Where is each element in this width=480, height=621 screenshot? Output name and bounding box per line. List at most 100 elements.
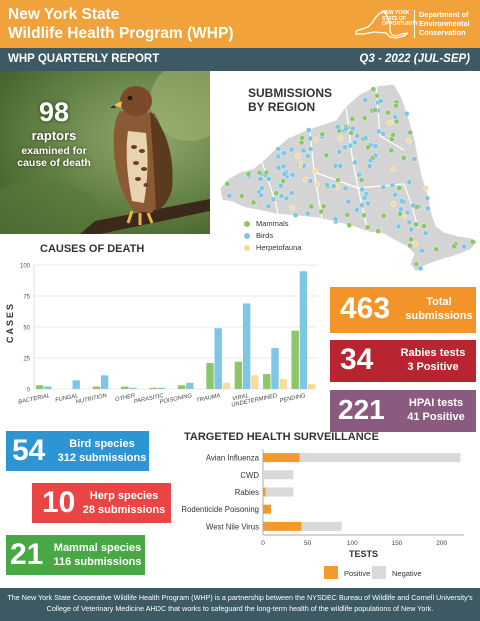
cod-x-tick-label: OTHER [115,393,137,403]
report-period: Q3 - 2022 (JUL-SEP) [359,53,470,65]
submission-dot [406,219,412,225]
cod-y-tick-label: 75 [23,295,30,301]
surveillance-bars [262,449,464,536]
submission-dot [404,209,411,216]
total-submissions-number: 463 [340,292,391,325]
submission-dot [433,246,440,253]
surveillance-bar-positive [263,521,302,531]
footer-text: The New York State Cooperative Wildlife … [6,592,474,614]
submission-dot [302,176,309,183]
submission-dot [295,153,301,159]
cod-bar-mammals-other [121,386,129,389]
submission-dot [407,242,413,249]
submission-dot [398,206,404,213]
submission-dot [422,230,429,236]
submission-dot [277,182,284,189]
hpai-tests-number: 221 [338,394,385,425]
submission-dot [349,115,356,122]
submission-dot [408,226,414,233]
rabies-tests-number: 34 [340,343,374,376]
submission-dot [257,176,264,182]
cod-x-tick-label: TRAUMA [196,393,221,404]
causes-of-death-title: CAUSES OF DEATH [40,243,145,255]
herpetofauna-swatch [244,245,250,251]
map-legend: Mammals Birds Herpetofauna [244,218,301,254]
total-submissions-box: 463 Total submissions [330,287,476,333]
submission-dot [256,169,263,176]
submission-dot [300,147,307,154]
submission-dot [419,247,425,254]
mammal-species-box: 21 Mammal species 116 submissions [6,535,145,575]
submission-dot [374,92,380,99]
cod-x-tick-label: BACTERIAL [18,393,51,406]
submission-dot [288,146,295,153]
legend-birds: Birds [244,230,301,242]
surveillance-x-tick-label: 50 [304,540,312,547]
total-label-line1: Total [426,296,452,308]
submission-dot [318,208,324,215]
submission-dot [347,142,354,149]
report-subheader: WHP QUARTERLY REPORT Q3 - 2022 (JUL-SEP) [0,48,480,71]
page-header: New York State Wildlife Health Program (… [0,0,480,48]
submission-dot [224,181,231,187]
cod-bar-birds-viral [242,303,251,389]
footer-line2: College of Veterinary Medicine AHDC that… [46,604,434,613]
submission-dot [335,177,341,183]
submission-dot [337,163,344,169]
cod-bar-mammals-viral [234,361,243,389]
submission-dot [375,228,381,234]
submission-dot [400,154,407,161]
submission-dot [289,172,296,178]
surveillance-legend: Positive Negative [324,566,422,579]
hpai-tests-box: 221 HPAI tests 41 Positive [330,390,476,432]
cod-bar-birds-poisoning [186,382,194,389]
dec-line2: Environmental [419,19,470,28]
mammal-species-number: 21 [10,538,44,571]
surveillance-category-label: Rodenticide Poisoning [181,505,259,514]
rabies-tests-label: Rabies tests 3 Positive [390,346,476,374]
report-name: WHP QUARTERLY REPORT [8,53,160,65]
rabies-tests-box: 34 Rabies tests 3 Positive [330,340,476,382]
submissions-map [219,83,479,273]
submission-dot [358,177,365,183]
submission-dot [314,181,320,188]
map-title: SUBMISSIONS BY REGION [248,86,332,114]
cod-y-tick-label: 50 [23,326,30,332]
cod-bar-birds-pending [299,271,308,389]
map-title-line1: SUBMISSIONS [248,86,333,100]
surveillance-x-axis-label: TESTS [349,549,378,559]
herp-species-label: Herp species 28 submissions [78,489,170,517]
dec-line3: Conservation [419,28,466,37]
submission-dot [308,203,315,210]
cod-x-tick-label: PENDING [279,393,307,404]
cod-bar-herpetofauna-pending [307,384,316,389]
cod-bar-birds-undetermined [271,348,279,389]
cod-x-tick-label: VIRAL [232,393,250,402]
submission-dot [389,182,396,188]
submission-dot [275,146,282,152]
submission-dot [424,195,431,202]
footer-line1: The New York State Cooperative Wildlife … [7,593,473,602]
submission-dot [281,150,287,156]
submission-dot [342,144,348,151]
bird-species-label: Bird species 312 submissions [56,437,148,465]
submission-dot [289,204,296,211]
submission-dot [352,139,358,146]
submission-dot [423,185,429,192]
submission-dot [359,202,365,209]
submission-dot [263,169,270,176]
submission-dot [414,204,420,210]
submission-dot [346,222,353,228]
submission-dot [278,193,285,199]
cod-x-tick-label: FUNGAL [55,393,79,404]
cod-y-ticks: 0 25 50 75 100 [20,264,31,394]
legend-birds-label: Birds [256,231,274,240]
cod-bar-birds-nutrition [100,375,109,389]
submission-dot [393,102,399,109]
submission-dot [352,159,358,166]
submission-dot [304,210,311,217]
herp-species-box: 10 Herp species 28 submissions [32,483,171,523]
cod-bar-herpetofauna-trauma [222,382,231,389]
surveillance-bar-positive [263,487,266,497]
